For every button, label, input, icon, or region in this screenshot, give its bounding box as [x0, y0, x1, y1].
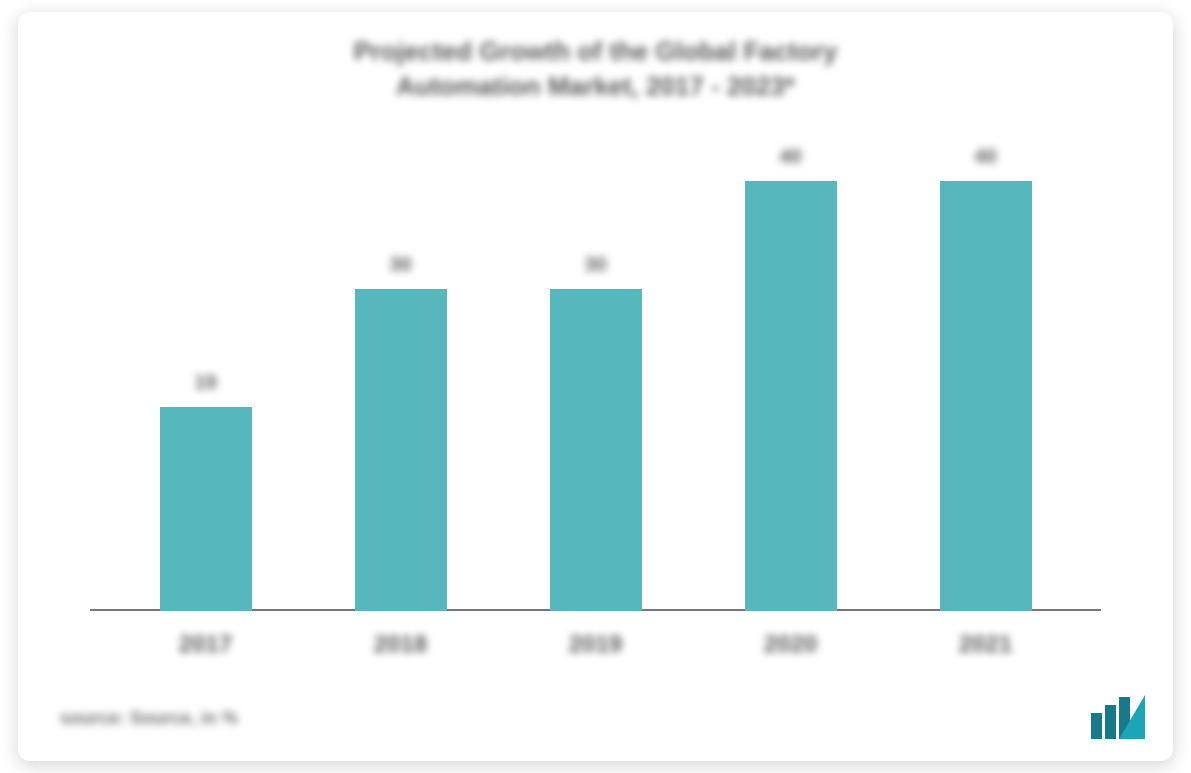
chart-title-line2: Automation Market, 2017 - 2023* — [396, 71, 795, 101]
bar-slot: 40 — [745, 181, 837, 611]
chart-title-line1: Projected Growth of the Global Factory — [354, 36, 838, 66]
x-axis-label: 2021 — [959, 631, 1012, 659]
bar-value-label: 30 — [389, 254, 411, 277]
x-axis-label: 2018 — [374, 631, 427, 659]
x-axis-label: 2017 — [179, 631, 232, 659]
bar — [940, 181, 1032, 611]
bar-value-label: 40 — [974, 146, 996, 169]
footer-source-note: source: Source, in % — [60, 708, 238, 729]
bar — [745, 181, 837, 611]
bar-plot: 19 30 30 4040 — [108, 162, 1083, 611]
bar-slot: 40 — [940, 181, 1032, 611]
chart-title: Projected Growth of the Global Factory A… — [18, 12, 1173, 104]
x-axis-label: 2019 — [569, 631, 622, 659]
bar-slot: 30 — [550, 289, 642, 612]
bar-value-label: 19 — [194, 372, 216, 395]
bar — [160, 407, 252, 611]
chart-card: Projected Growth of the Global Factory A… — [18, 12, 1173, 761]
bar-value-label: 40 — [779, 146, 801, 169]
bar-value-label: 30 — [584, 254, 606, 277]
bar-slot: 19 — [160, 407, 252, 611]
brand-logo-svg — [1089, 695, 1145, 739]
brand-logo — [1089, 695, 1145, 739]
bar — [550, 289, 642, 612]
chart-plot-area: 19 30 30 4040 — [108, 162, 1083, 611]
bar-slot: 30 — [355, 289, 447, 612]
bar — [355, 289, 447, 612]
x-axis-label: 2020 — [764, 631, 817, 659]
x-axis-labels: 2017 2018 2019 2020 2021 — [108, 631, 1083, 671]
